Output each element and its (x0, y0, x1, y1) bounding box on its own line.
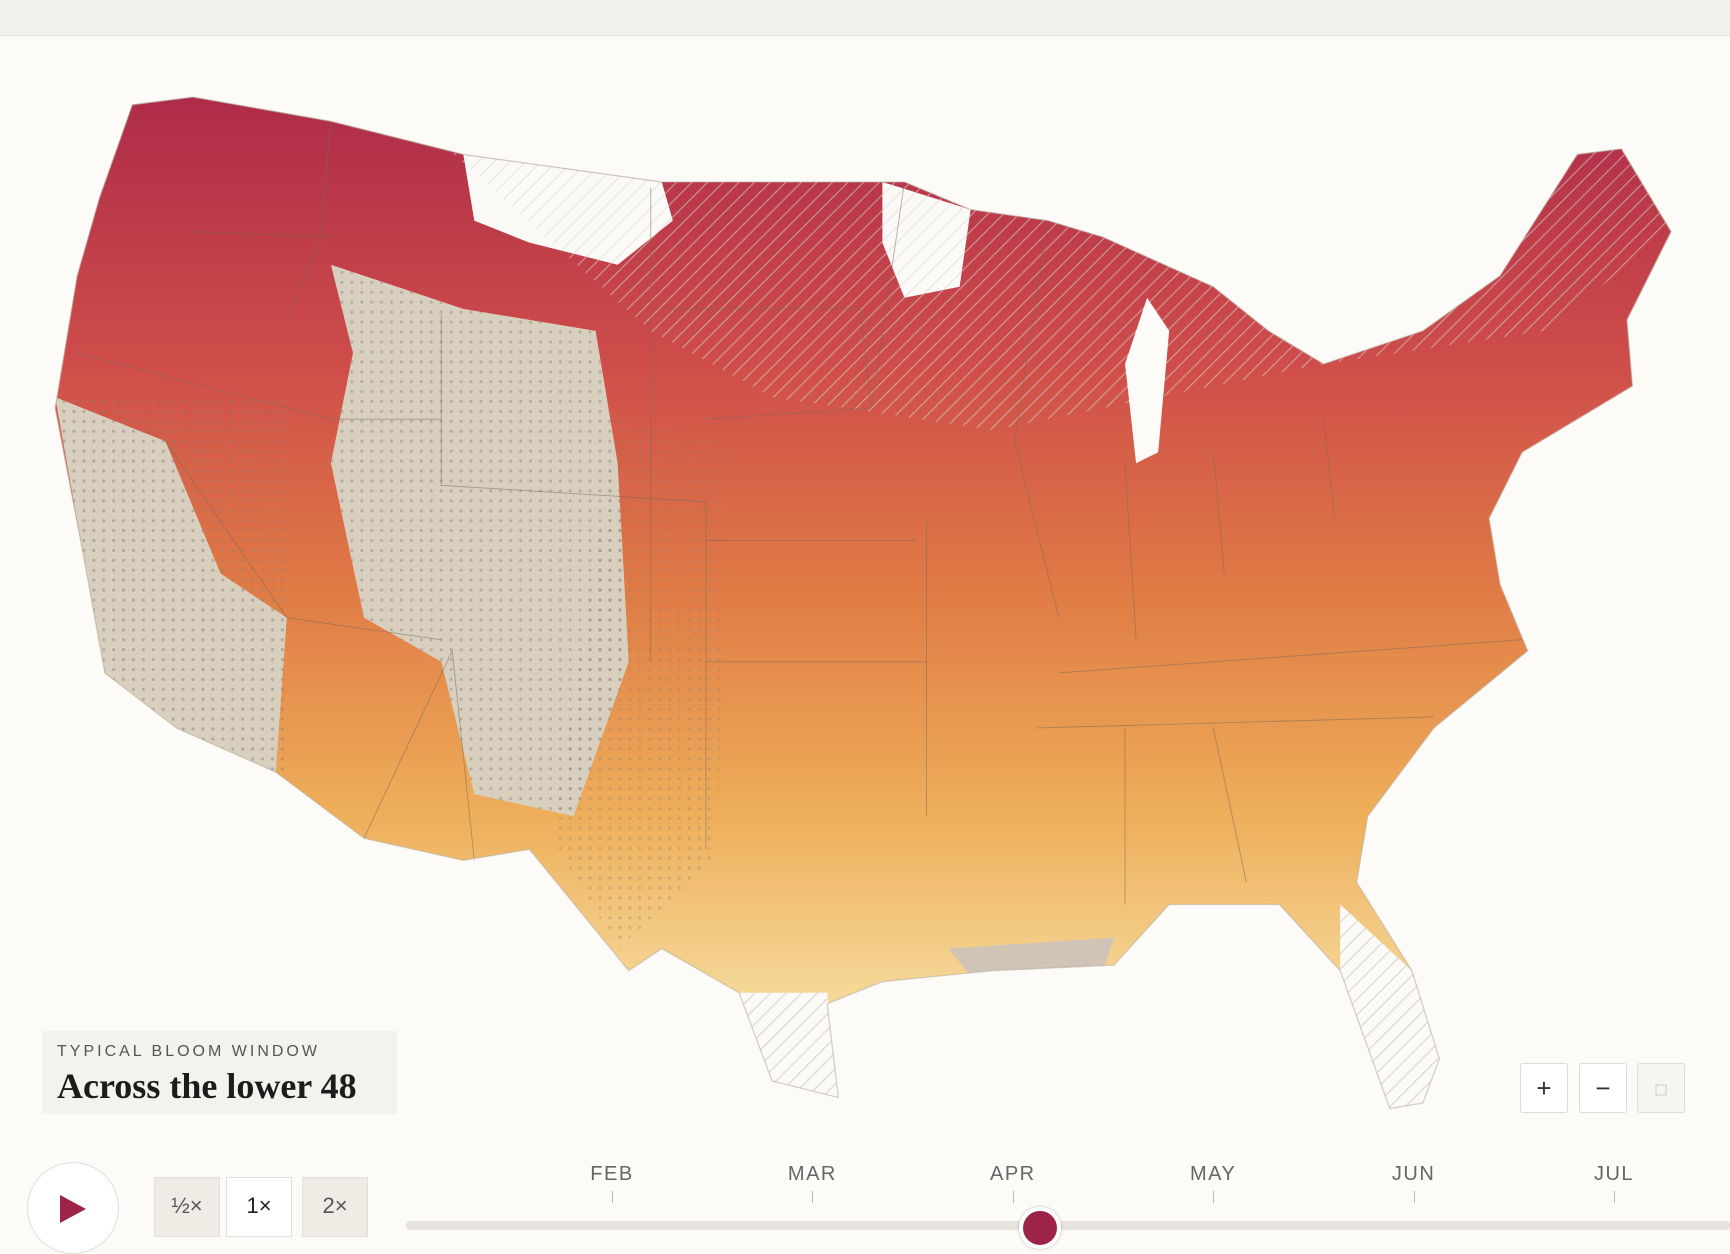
legend-eyebrow: TYPICAL BLOOM WINDOW (57, 1043, 320, 1060)
speed-half-button[interactable]: ½× (154, 1177, 220, 1237)
top-bar (0, 0, 1730, 36)
bloom-map (54, 96, 1672, 1110)
timeline-track[interactable] (406, 1221, 1730, 1230)
play-icon (60, 1195, 86, 1223)
state-borders (54, 96, 1672, 1110)
month-tick (1614, 1191, 1615, 1203)
speed-normal-button[interactable]: 1× (226, 1177, 292, 1237)
month-label: JUN (1391, 1163, 1436, 1185)
month-tick (812, 1191, 814, 1203)
month-label: MAY (1190, 1163, 1237, 1185)
zoom-in-button[interactable]: + (1520, 1063, 1568, 1113)
month-tick (1213, 1191, 1215, 1203)
month-label: APR (989, 1163, 1036, 1185)
month-tick (1413, 1191, 1415, 1203)
zoom-out-button[interactable]: − (1579, 1063, 1627, 1113)
speed-double-button[interactable]: 2× (302, 1177, 368, 1237)
map-fill (55, 97, 1672, 1109)
legend-box: TYPICAL BLOOM WINDOW Across the lower 48 (42, 1031, 397, 1114)
month-label: FEB (590, 1163, 634, 1185)
month-tick (612, 1191, 613, 1203)
month-label: MAR (787, 1163, 837, 1185)
timeline-handle[interactable] (1019, 1207, 1061, 1249)
reset-icon (1655, 1084, 1667, 1096)
play-button[interactable] (27, 1162, 119, 1254)
month-label: JUL (1593, 1163, 1635, 1185)
legend-title: Across the lower 48 (57, 1066, 357, 1106)
month-tick (1012, 1191, 1014, 1203)
reset-button[interactable] (1637, 1063, 1685, 1113)
